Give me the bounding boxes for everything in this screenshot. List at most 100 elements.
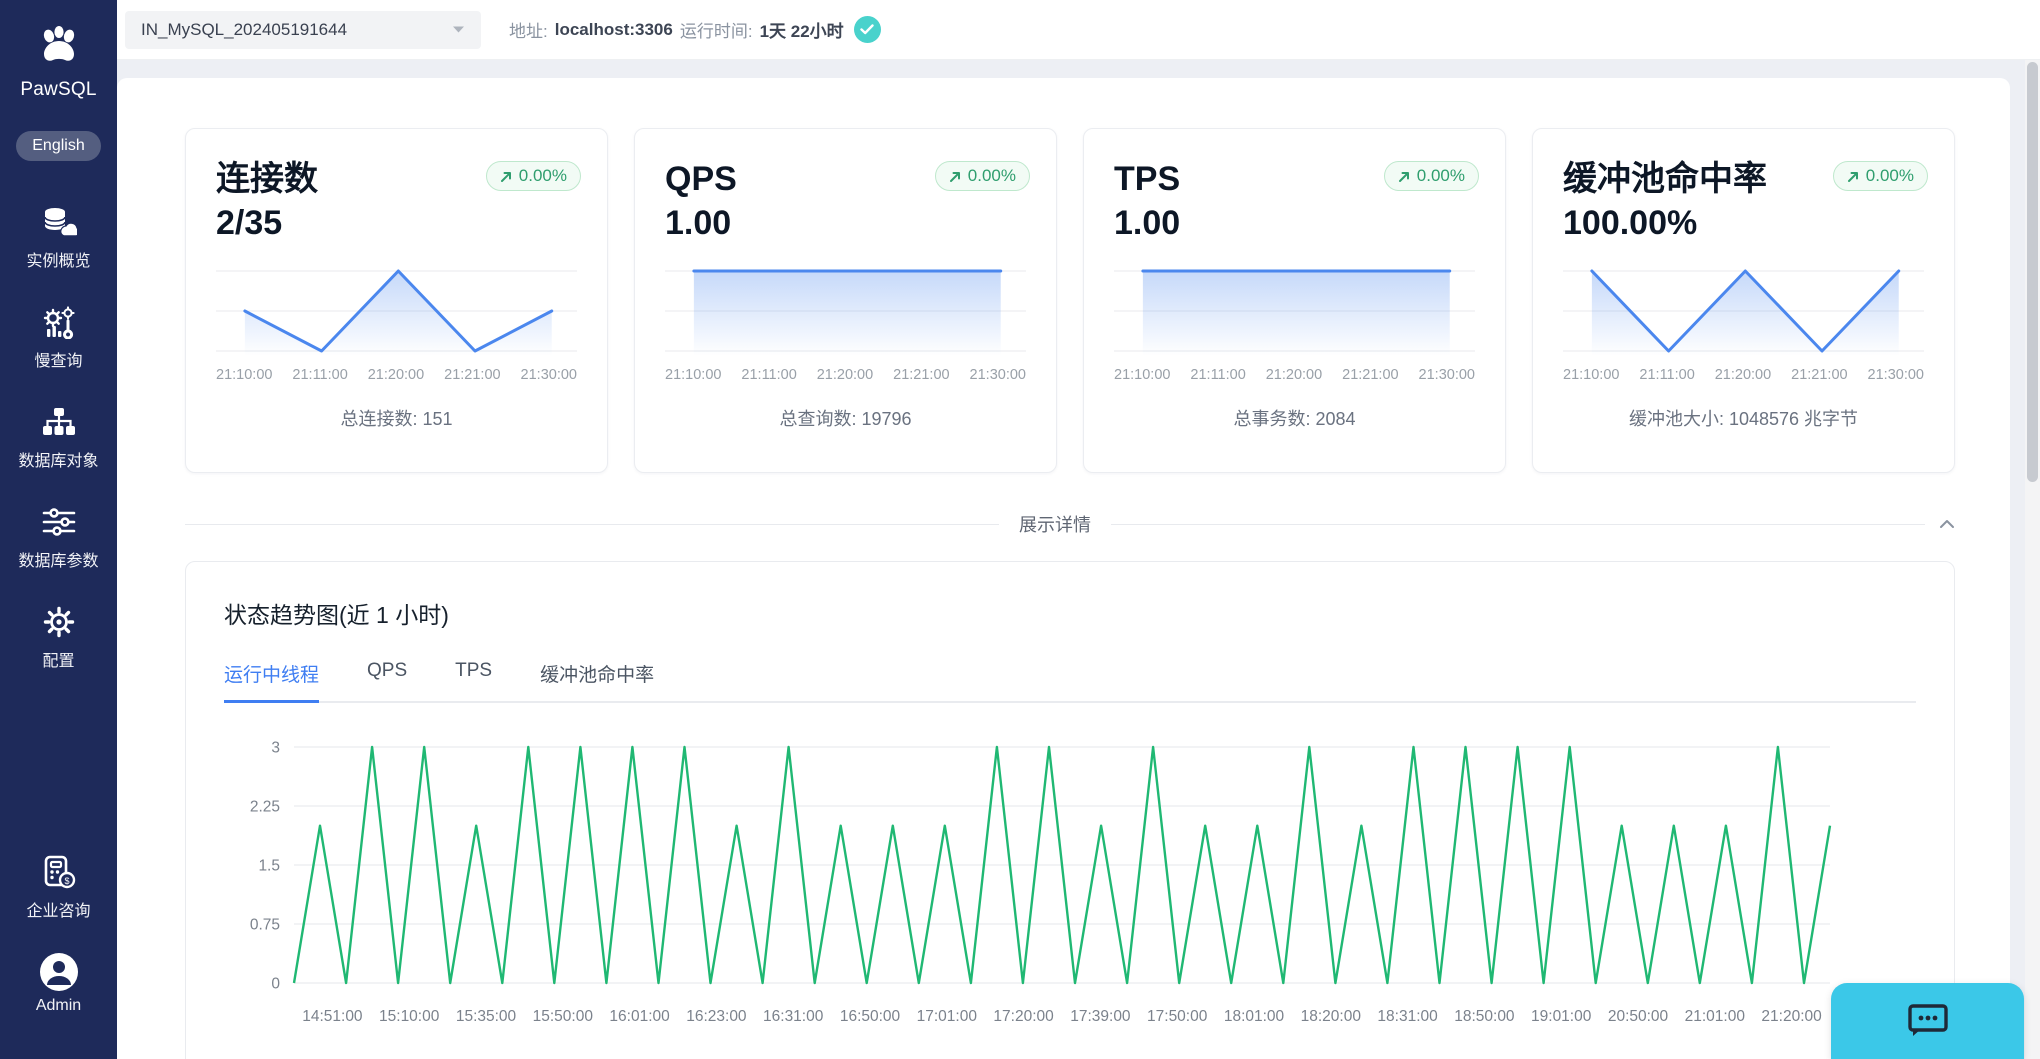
svg-text:20:50:00: 20:50:00 <box>1608 1008 1669 1025</box>
language-toggle-button[interactable]: English <box>16 131 101 161</box>
metric-value: 2/35 <box>216 204 283 243</box>
metric-value: 1.00 <box>665 204 732 243</box>
change-badge-value: 0.00% <box>1865 166 1914 185</box>
sidebar-item-label: 数据库对象 <box>18 453 99 470</box>
svg-text:16:50:00: 16:50:00 <box>840 1008 901 1025</box>
spark-x-label: 21:30:00 <box>520 367 577 384</box>
sparkline-x-labels: 21:10:00 21:11:00 21:20:00 21:21:00 21:30:00 <box>1563 367 1924 383</box>
sidebar-item-tuning-gears[interactable]: 慢查询 <box>0 305 117 371</box>
change-badge: 0.00% <box>934 161 1030 191</box>
spark-x-label: 21:10:00 <box>1563 367 1620 384</box>
trend-panel: 状态趋势图(近 1 小时) 运行中线程 QPS TPS 缓冲池命中率 0 0.75… <box>185 561 1955 1059</box>
svg-text:21:20:00: 21:20:00 <box>1761 1008 1822 1025</box>
trend-tab[interactable]: 缓冲池命中率 <box>540 665 655 686</box>
sparkline-chart <box>216 269 577 357</box>
chat-button[interactable] <box>1831 983 2024 1059</box>
svg-text:18:50:00: 18:50:00 <box>1454 1008 1515 1025</box>
sidebar-item-hierarchy[interactable]: 数据库对象 <box>0 405 117 471</box>
trend-tab[interactable]: QPS <box>367 660 408 681</box>
sidebar-item-database-cloud[interactable]: 实例概览 <box>0 205 117 271</box>
svg-text:17:01:00: 17:01:00 <box>917 1008 978 1025</box>
sidebar-item-sliders[interactable]: 数据库参数 <box>0 505 117 571</box>
metric-card: 0.00% 连接数 2/35 21:10:00 21:11:00 21:20:00 2… <box>185 128 608 473</box>
chevron-down-icon <box>453 26 464 33</box>
metric-footer: 总查询数: 19796 <box>779 409 912 430</box>
instance-select-dropdown[interactable]: IN_MySQL_202405191644 <box>125 10 481 49</box>
change-badge: 0.00% <box>1832 161 1928 191</box>
sparkline-x-labels: 21:10:00 21:11:00 21:20:00 21:21:00 21:30:00 <box>1114 367 1475 383</box>
svg-text:17:20:00: 17:20:00 <box>993 1008 1054 1025</box>
address-value: localhost:3306 <box>554 19 673 39</box>
spark-x-label: 21:10:00 <box>1114 367 1171 384</box>
svg-text:1.5: 1.5 <box>258 858 280 875</box>
trend-tab[interactable]: 运行中线程 <box>224 660 320 703</box>
change-badge-value: 0.00% <box>967 166 1016 185</box>
spark-x-label: 21:21:00 <box>444 367 501 384</box>
app-title: PawSQL <box>20 79 97 100</box>
sidebar-item-label: Admin <box>35 997 82 1014</box>
sparkline-chart <box>1563 269 1924 357</box>
svg-text:15:35:00: 15:35:00 <box>456 1008 517 1025</box>
sidebar-item-label: 配置 <box>42 653 75 670</box>
database-cloud-icon <box>41 205 77 239</box>
svg-text:18:31:00: 18:31:00 <box>1377 1008 1438 1025</box>
svg-text:0.75: 0.75 <box>250 917 280 934</box>
chevron-up-icon[interactable] <box>1939 519 1955 529</box>
user-avatar-icon <box>39 953 79 991</box>
spark-x-label: 21:11:00 <box>741 367 797 384</box>
trend-tab[interactable]: TPS <box>455 660 493 681</box>
svg-text:18:20:00: 18:20:00 <box>1301 1008 1362 1025</box>
hierarchy-icon <box>41 405 77 439</box>
sidebar-item-label: 慢查询 <box>34 353 83 370</box>
sliders-icon <box>41 505 77 539</box>
details-divider: 展示详情 <box>185 511 1955 537</box>
sidebar-item-label: 实例概览 <box>26 253 91 270</box>
sidebar-item-gear[interactable]: 配置 <box>0 605 117 671</box>
svg-text:21:01:00: 21:01:00 <box>1685 1008 1746 1025</box>
chat-bubble-icon <box>1907 1002 1949 1041</box>
metric-card: 0.00% QPS 1.00 21:10:00 21:11:00 21:20:00 2… <box>634 128 1057 473</box>
sparkline-x-labels: 21:10:00 21:11:00 21:20:00 21:21:00 21:30:00 <box>216 367 577 383</box>
metric-footer: 缓冲池大小: 1048576 兆字节 <box>1628 409 1859 430</box>
metric-footer: 总连接数: 151 <box>340 409 453 430</box>
change-badge-value: 0.00% <box>1416 166 1465 185</box>
sidebar-bottom-nav: $ 企业咨询 Admin <box>0 855 117 1049</box>
scrollbar-thumb[interactable] <box>2027 62 2038 482</box>
spark-x-label: 21:11:00 <box>1190 367 1246 384</box>
topbar: IN_MySQL_202405191644 地址: localhost:3306… <box>117 0 2040 60</box>
svg-text:17:50:00: 17:50:00 <box>1147 1008 1208 1025</box>
paw-icon <box>36 24 82 71</box>
details-toggle-label[interactable]: 展示详情 <box>1019 515 1091 535</box>
sparkline-chart <box>665 269 1026 357</box>
tuning-gears-icon <box>41 305 77 339</box>
change-badge-value: 0.00% <box>518 166 567 185</box>
spark-x-label: 21:11:00 <box>1639 367 1695 384</box>
spark-x-label: 21:10:00 <box>665 367 722 384</box>
uptime-value: 1天 22小时 <box>759 22 844 41</box>
sidebar: PawSQL English 实例概览 慢查询 数据库对象 数据库参数 配置 $… <box>0 0 117 1059</box>
metric-value: 1.00 <box>1114 204 1181 243</box>
spark-x-label: 21:30:00 <box>1867 367 1924 384</box>
svg-text:15:10:00: 15:10:00 <box>379 1008 440 1025</box>
metric-footer: 总事务数: 2084 <box>1233 409 1356 430</box>
billing-calculator-icon: $ <box>40 855 78 889</box>
metric-card: 0.00% 缓冲池命中率 100.00% 21:10:00 21:11:00 21:… <box>1532 128 1955 473</box>
trend-up-icon <box>1398 171 1409 182</box>
uptime-label: 运行时间: <box>679 22 753 41</box>
svg-text:0: 0 <box>271 976 280 993</box>
svg-text:16:01:00: 16:01:00 <box>609 1008 670 1025</box>
sidebar-item-label: 数据库参数 <box>18 553 99 570</box>
scrollbar <box>2025 60 2040 1059</box>
sidebar-item-billing-calculator[interactable]: $ 企业咨询 <box>0 855 117 921</box>
metric-title: TPS <box>1114 160 1181 198</box>
metric-cards-row: 0.00% 连接数 2/35 21:10:00 21:11:00 21:20:00 2… <box>117 78 2010 473</box>
sidebar-item-user-avatar[interactable]: Admin <box>0 953 117 1015</box>
svg-text:$: $ <box>64 876 69 886</box>
sidebar-nav: 实例概览 慢查询 数据库对象 数据库参数 配置 <box>0 205 117 705</box>
spark-x-label: 21:20:00 <box>1265 367 1323 384</box>
spark-x-label: 21:30:00 <box>969 367 1026 384</box>
spark-x-label: 21:20:00 <box>816 367 874 384</box>
spark-x-label: 21:21:00 <box>893 367 950 384</box>
main-area: IN_MySQL_202405191644 地址: localhost:3306… <box>117 0 2040 1059</box>
